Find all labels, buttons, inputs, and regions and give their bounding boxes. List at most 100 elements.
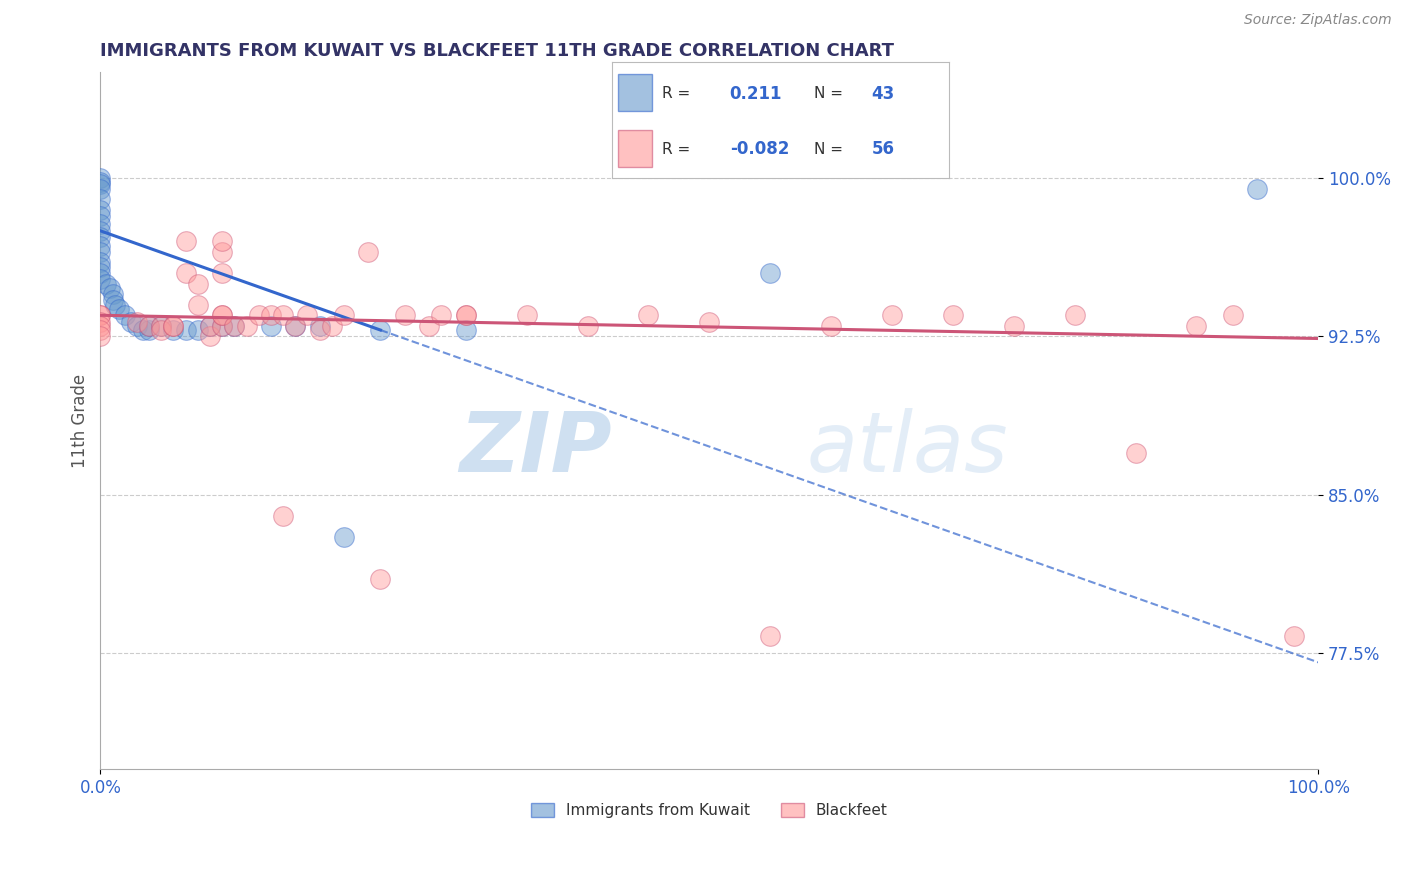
- Point: [637, 308, 659, 322]
- Point: [370, 323, 392, 337]
- Point: [321, 318, 343, 333]
- Point: [759, 629, 782, 643]
- Point: [576, 318, 599, 333]
- Point: [308, 323, 330, 337]
- Point: [150, 318, 173, 333]
- Point: [174, 323, 197, 337]
- Point: [224, 318, 246, 333]
- Text: R =: R =: [662, 87, 690, 102]
- Point: [211, 318, 233, 333]
- Text: N =: N =: [814, 87, 844, 102]
- Point: [125, 318, 148, 333]
- Point: [89, 181, 111, 195]
- Point: [89, 178, 111, 192]
- Point: [187, 277, 209, 291]
- Point: [1002, 318, 1025, 333]
- Point: [516, 308, 538, 322]
- Text: IMMIGRANTS FROM KUWAIT VS BLACKFEET 11TH GRADE CORRELATION CHART: IMMIGRANTS FROM KUWAIT VS BLACKFEET 11TH…: [100, 42, 894, 60]
- Point: [89, 266, 111, 280]
- Point: [120, 315, 142, 329]
- Point: [89, 318, 111, 333]
- Point: [89, 209, 111, 223]
- Point: [759, 266, 782, 280]
- Point: [224, 318, 246, 333]
- Point: [1185, 318, 1208, 333]
- Point: [211, 235, 233, 249]
- Text: -0.082: -0.082: [730, 140, 789, 159]
- Point: [96, 277, 118, 291]
- Text: ZIP: ZIP: [460, 409, 612, 489]
- Point: [697, 315, 720, 329]
- Point: [89, 308, 111, 322]
- Point: [271, 508, 294, 523]
- Point: [101, 287, 124, 301]
- Point: [198, 318, 221, 333]
- Point: [1063, 308, 1085, 322]
- Text: 56: 56: [872, 140, 894, 159]
- Point: [89, 308, 111, 322]
- Text: atlas: atlas: [807, 409, 1008, 489]
- Point: [89, 244, 111, 259]
- Point: [333, 530, 356, 544]
- Point: [89, 315, 111, 329]
- Point: [247, 308, 270, 322]
- Point: [454, 323, 477, 337]
- Text: 43: 43: [872, 85, 894, 103]
- Point: [138, 318, 160, 333]
- Point: [89, 230, 111, 244]
- Point: [162, 323, 184, 337]
- Point: [1246, 181, 1268, 195]
- Point: [89, 202, 111, 217]
- Point: [284, 318, 307, 333]
- Point: [211, 308, 233, 322]
- Point: [308, 318, 330, 333]
- Point: [89, 192, 111, 206]
- Point: [211, 266, 233, 280]
- Point: [89, 323, 111, 337]
- Point: [150, 323, 173, 337]
- Point: [333, 308, 356, 322]
- Point: [187, 298, 209, 312]
- Legend: Immigrants from Kuwait, Blackfeet: Immigrants from Kuwait, Blackfeet: [524, 797, 894, 824]
- Point: [271, 308, 294, 322]
- Point: [104, 298, 127, 312]
- Point: [89, 255, 111, 269]
- Point: [89, 272, 111, 286]
- Point: [297, 308, 319, 322]
- Point: [370, 572, 392, 586]
- Point: [454, 308, 477, 322]
- Text: R =: R =: [662, 142, 690, 157]
- Point: [454, 308, 477, 322]
- FancyBboxPatch shape: [619, 129, 652, 167]
- Point: [260, 318, 283, 333]
- Point: [198, 318, 221, 333]
- Point: [138, 318, 160, 333]
- Point: [132, 323, 155, 337]
- Text: Source: ZipAtlas.com: Source: ZipAtlas.com: [1244, 13, 1392, 28]
- Point: [820, 318, 842, 333]
- FancyBboxPatch shape: [619, 74, 652, 112]
- Point: [1282, 629, 1305, 643]
- Point: [198, 329, 221, 343]
- Point: [418, 318, 440, 333]
- Point: [101, 293, 124, 308]
- Point: [89, 175, 111, 189]
- Point: [125, 315, 148, 329]
- Point: [107, 301, 129, 316]
- Point: [89, 329, 111, 343]
- Point: [1125, 445, 1147, 459]
- Point: [150, 318, 173, 333]
- Point: [138, 323, 160, 337]
- Point: [89, 224, 111, 238]
- Point: [430, 308, 453, 322]
- Point: [880, 308, 903, 322]
- Point: [89, 260, 111, 274]
- Point: [89, 238, 111, 252]
- Point: [284, 318, 307, 333]
- Point: [114, 308, 136, 322]
- Point: [89, 171, 111, 186]
- Point: [89, 218, 111, 232]
- Point: [174, 235, 197, 249]
- Point: [394, 308, 416, 322]
- Point: [98, 281, 121, 295]
